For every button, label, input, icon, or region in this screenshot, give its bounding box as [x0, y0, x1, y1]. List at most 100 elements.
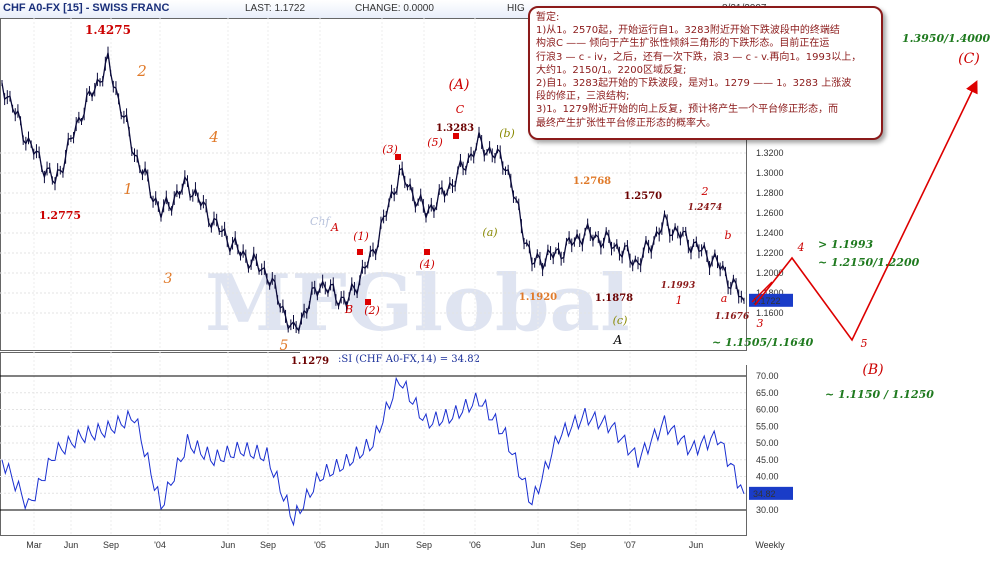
rsi-tick-label: 50.00 — [756, 438, 779, 448]
note-line: 暂定: — [536, 12, 560, 23]
wave-label: (2) — [364, 304, 380, 317]
x-tick-label: Sep — [103, 540, 119, 550]
price-label: 1.1993 — [661, 281, 695, 291]
wave-label: (5) — [427, 136, 443, 149]
x-axis-label: Weekly — [755, 540, 785, 550]
target-label: ~ 1.1150 / 1.1250 — [825, 388, 934, 401]
note-line: 最终产生扩张性平台修正形态的概率大。 — [536, 117, 716, 129]
x-tick-label: '07 — [624, 540, 636, 550]
note-line: 大约1。2150/1。2200区域反复; — [536, 64, 687, 76]
price-label: 1.1676 — [715, 312, 750, 322]
watermark-logo: MFGlobal — [205, 258, 630, 349]
wave-label: (C) — [958, 51, 980, 67]
wave-label: 2 — [136, 62, 147, 80]
price-panel-frame — [0, 18, 747, 351]
last-price-label: LAST: 1.1722 — [245, 3, 306, 14]
wave-label: (c) — [613, 314, 628, 327]
price-tick-label: 1.3200 — [756, 148, 784, 158]
price-label: 1.1279 — [291, 356, 329, 367]
wave-label: A — [613, 333, 623, 347]
wave-marker — [424, 249, 430, 255]
note-line: 段的修正，三浪结构; — [536, 91, 630, 103]
price-label: 1.2775 — [39, 209, 81, 222]
note-line: 行浪3 — c - iv，之后，还有一次下跌，浪3 — c - v.再向1。19… — [536, 51, 862, 63]
wave-marker — [453, 133, 459, 139]
wave-label: 3 — [757, 317, 764, 330]
wave-label: 4 — [208, 128, 219, 146]
price-tick-label: 1.2200 — [756, 248, 784, 258]
last-price-box — [749, 293, 793, 307]
x-tick-label: Sep — [570, 540, 586, 550]
x-tick-label: Jun — [375, 540, 390, 550]
x-tick-label: '04 — [154, 540, 166, 550]
wave-marker — [395, 154, 401, 160]
target-label: ~ 1.2150/1.2200 — [818, 256, 920, 269]
price-tick-label: 1.2800 — [756, 188, 784, 198]
symbol-title: CHF A0-FX [15] - SWISS FRANC — [3, 2, 170, 14]
note-line: 2)自1。3283起开始的下跌波段，是对1。1279 —— 1。3283 上涨波 — [536, 78, 852, 90]
target-label: 1.3950/1.4000 — [902, 32, 991, 45]
rsi-title: :SI (CHF A0-FX,14) = 34.82 — [338, 354, 480, 365]
price-series-line — [1, 52, 745, 333]
rsi-tick-label: 55.00 — [756, 421, 779, 431]
price-tick-label: 1.2600 — [756, 208, 784, 218]
wave-label: A — [330, 221, 339, 234]
wave-label: B — [344, 303, 353, 316]
rsi-tick-label: 65.00 — [756, 388, 779, 398]
wave-label: (A) — [448, 77, 469, 93]
rsi-series-line — [1, 376, 745, 527]
note-line: 构浪C —— 倾向于产生扩张性倾斜三角形的下跌形态。目前正在运 — [536, 38, 830, 50]
price-label: 1.1878 — [595, 293, 633, 304]
wave-label: (4) — [419, 258, 435, 271]
price-tick-label: 1.1600 — [756, 308, 784, 318]
x-tick-label: Jun — [531, 540, 546, 550]
wave-label: (1) — [353, 230, 369, 243]
wave-label: (a) — [482, 226, 497, 239]
note-line: 1)从1。2570起，开始运行自1。3283附近开始下跌波段中的终端结 — [536, 25, 840, 37]
rsi-tick-label: 40.00 — [756, 472, 779, 482]
target-label: > 1.1993 — [818, 238, 873, 251]
price-label: 1.3283 — [436, 123, 474, 134]
projection-arrow — [754, 80, 978, 342]
wave-label: (b) — [499, 127, 515, 140]
price-label: 1.4275 — [85, 23, 131, 37]
target-label: ~ 1.1505/1.1640 — [712, 336, 814, 349]
price-label: 1.2768 — [573, 176, 611, 187]
projection-arrow-stub — [751, 281, 773, 303]
x-tick-label: Jun — [689, 540, 704, 550]
note-line: 3)1。1279附近开始的向上反复，预计将产生一个平台修正形态，而 — [536, 104, 839, 116]
x-tick-label: Sep — [260, 540, 276, 550]
price-label: 1.1920 — [519, 292, 557, 303]
price-label: 1.2474 — [688, 203, 722, 213]
wave-label: 3 — [164, 271, 173, 287]
price-tick-label: 1.2400 — [756, 228, 784, 238]
watermark-small: Chf — [310, 215, 332, 228]
wave-label: (3) — [382, 143, 398, 156]
rsi-tick-label: 45.00 — [756, 455, 779, 465]
rsi-last-box — [749, 486, 793, 500]
price-label: 1.2570 — [624, 191, 662, 202]
analysis-note: 暂定: 1)从1。2570起，开始运行自1。3283附近开始下跌波段中的终端结 … — [528, 6, 883, 140]
wave-label: 1 — [123, 180, 133, 198]
wave-label: 4 — [797, 241, 805, 254]
wave-label: a — [721, 292, 728, 305]
price-tick-label: 1.2000 — [756, 268, 784, 278]
price-tick-label: 1.1800 — [756, 288, 784, 298]
x-tick-label: '06 — [469, 540, 481, 550]
high-label: HIG — [507, 3, 525, 14]
x-tick-label: Sep — [416, 540, 432, 550]
wave-label: b — [724, 229, 731, 242]
rsi-last-value: 34.82 — [753, 489, 776, 499]
wave-label: 1 — [676, 294, 683, 307]
wave-label: 5 — [280, 338, 289, 354]
rsi-title-bg — [300, 351, 760, 365]
change-label: CHANGE: 0.0000 — [355, 3, 434, 14]
wave-label: 5 — [861, 337, 868, 350]
rsi-tick-label: 60.00 — [756, 405, 779, 415]
last-price-value: 1.1722 — [753, 296, 781, 306]
x-tick-label: Jun — [64, 540, 79, 550]
price-tick-label: 1.3000 — [756, 168, 784, 178]
rsi-tick-label: 70.00 — [756, 371, 779, 381]
